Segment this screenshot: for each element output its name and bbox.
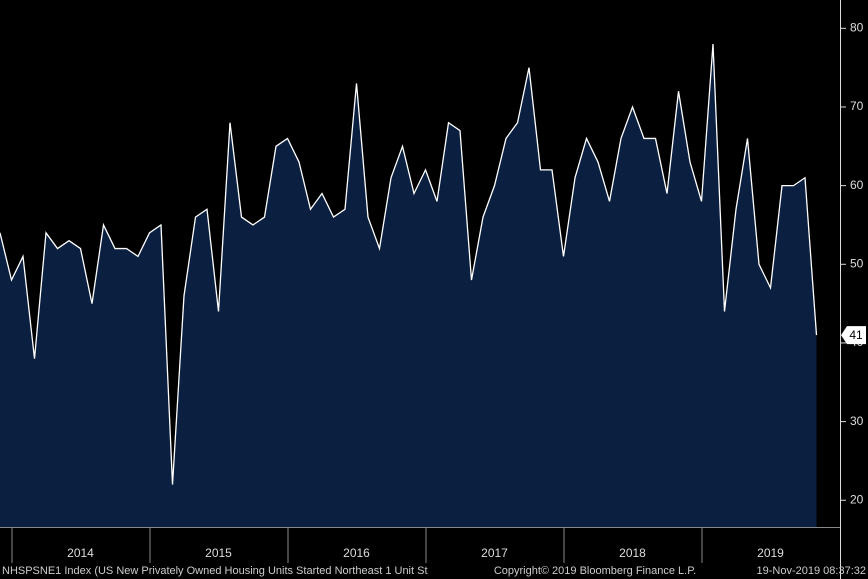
x-tick-label: 2014	[67, 546, 94, 560]
footer-center: Copyright© 2019 Bloomberg Finance L.P.	[494, 565, 696, 577]
footer-left: NHSPSNE1 Index (US New Privately Owned H…	[2, 565, 428, 577]
y-tick-label: 70	[850, 99, 864, 113]
x-tick-label: 2018	[619, 546, 646, 560]
footer-right: 19-Nov-2019 08:37:32	[757, 565, 866, 577]
x-tick-label: 2017	[481, 546, 508, 560]
last-value-label: 41	[849, 328, 863, 342]
y-tick-label: 80	[850, 20, 864, 34]
last-value-tag	[841, 326, 866, 345]
x-tick-label: 2019	[757, 546, 784, 560]
y-tick-label: 50	[850, 256, 864, 270]
line	[0, 44, 818, 485]
y-tick-label: 20	[850, 492, 864, 506]
y-tick-label: 60	[850, 178, 864, 192]
area	[0, 44, 817, 527]
x-tick-label: 2016	[343, 546, 370, 560]
x-tick-label: 2015	[205, 546, 232, 560]
x-axis-band	[0, 527, 868, 563]
y-tick-label: 30	[850, 414, 864, 428]
